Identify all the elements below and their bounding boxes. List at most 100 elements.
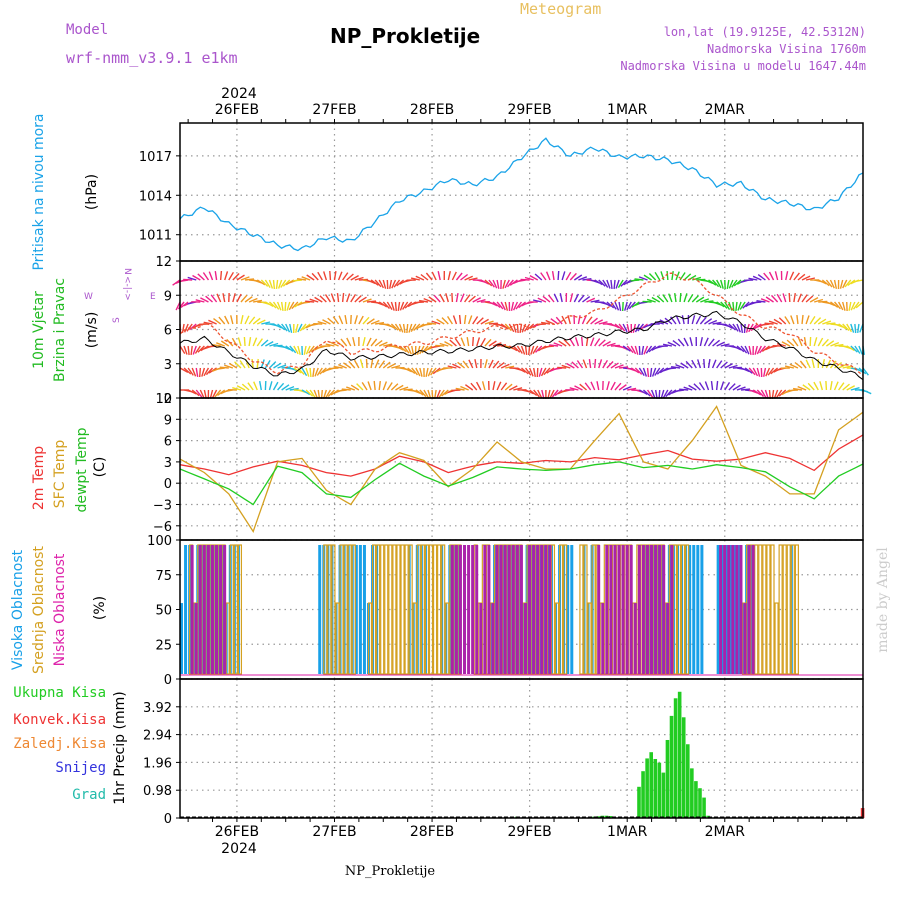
wind-barb [447,271,451,281]
wind-barb [675,271,680,281]
wind-barb [464,275,473,281]
wind-barb [650,389,656,399]
wind-barb [598,321,608,325]
wind-barb [272,301,280,310]
mid-cloud-bar [404,544,409,675]
wind-barb [610,362,619,369]
wind-barb [234,361,242,369]
mid-cloud-bar [367,602,373,675]
wind-barb [248,336,252,347]
wind-barb [533,367,536,378]
wind-barb [740,323,744,334]
wind-tick: 6 [164,324,172,339]
wind-barb [838,323,847,330]
wind-barb [547,294,555,303]
wind-barb [481,381,486,391]
wind-barb [356,383,364,391]
wind-barb [399,386,409,391]
wind-barb [277,323,286,331]
mid-cloud-bar [351,544,356,675]
wind-barb [411,345,415,355]
wind-barb [214,389,222,398]
temp-unit: (C) [92,457,108,478]
wind-compass: W E N <-|-> S [84,268,156,323]
wind-barb [677,338,685,347]
wind-barb [436,389,441,399]
wind-barb [386,301,393,311]
low-cloud-bar [727,545,731,674]
wind-barb [488,301,498,307]
cloud-tick: 0 [164,673,172,688]
wind-barb [438,389,445,398]
mid-cloud-bar [583,544,588,675]
wind-barb [437,271,441,281]
wind-barb [468,359,474,369]
wind-barb [557,366,567,369]
wind-barb [268,361,277,369]
wind-barb [187,367,194,376]
wind-barb [699,337,703,347]
wind-barb [728,364,738,369]
wind-tick: 9 [164,289,172,304]
wind-barb [228,271,235,281]
precip-bar [677,691,682,818]
wind-barb [862,367,869,376]
wind-barb [524,276,534,281]
wind-barb [789,271,795,281]
wind-barb [248,316,256,325]
wind-barb [341,388,351,391]
wind-barb [208,271,214,281]
wind-barb [651,367,657,377]
wind-barb [504,279,510,289]
wind-barb [232,387,242,391]
wind-barb [455,387,465,391]
wind-barb [460,337,466,347]
wind-barb [500,363,510,369]
wind-barb [179,367,189,374]
mid-cloud-bar [579,544,584,675]
panel-frame [179,122,864,262]
wind-barb [330,341,339,347]
mid-cloud-bar [225,602,230,675]
wind-barb [293,345,299,355]
wind-barb [573,274,583,281]
wind-barb [660,389,665,399]
wind-barb [413,323,421,331]
wind-barb [190,345,193,355]
wind-barb [691,359,697,369]
low-cloud-bar [719,545,723,674]
low-cloud-bar [194,603,198,674]
wind-barb [439,342,449,347]
wind-barb [532,345,539,354]
low-cloud-bar [511,545,515,674]
wind-barb [281,384,290,391]
wind-barb [194,345,201,354]
wind-barb [252,337,258,347]
wind-barb [683,337,689,347]
wind-barb [648,273,657,281]
wind-barb [427,389,432,399]
pressure-ylabel: Pritisak na nivou mora [31,113,47,270]
wind-barb [662,294,669,303]
bottom-day-label: 29FEB [507,824,551,840]
wind-barb [821,359,826,369]
wind-barb [528,345,531,356]
wind-barb [543,367,551,376]
high-cloud-bar [716,545,720,674]
wind-barb [740,345,748,354]
wind-barb [407,367,416,374]
precip-tick: 0 [164,812,172,827]
high-cloud-bar [688,545,692,674]
wind-barb [496,301,504,310]
low-cloud-bar [515,545,519,674]
low-cloud-bar [650,545,654,674]
station-title: NP_Prokletije [330,24,480,48]
wind-barb [378,360,386,369]
wind-barb [594,338,601,347]
wind-barb [521,367,529,375]
mid-cloud-bar [558,544,564,675]
wind-barb [700,298,710,303]
wind-barb [201,367,206,377]
wind-barb [382,381,388,391]
wind-barb [452,315,458,325]
